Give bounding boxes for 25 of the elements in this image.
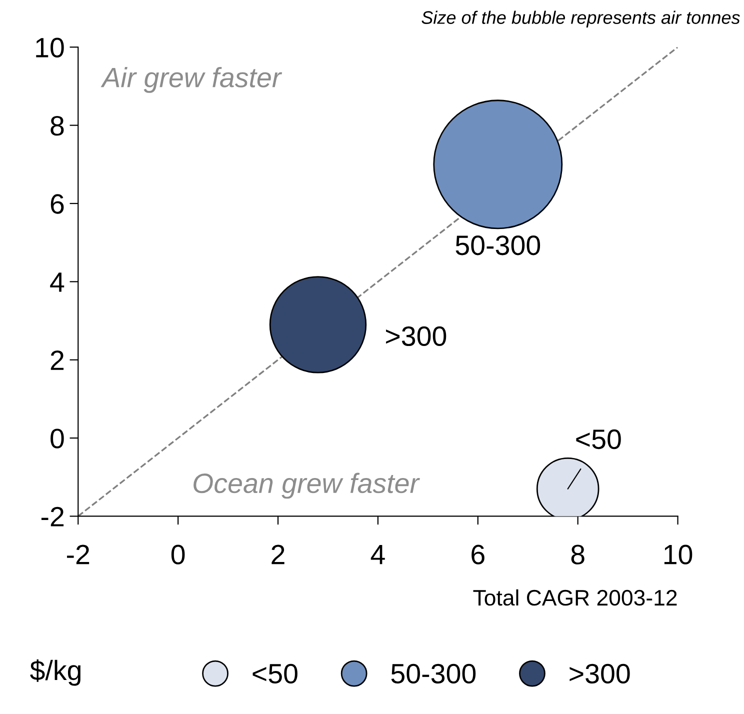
x-tick-label: 4 [370, 545, 385, 564]
x-tick-label: 8 [571, 544, 584, 564]
y-tick-label: 8 [50, 116, 64, 136]
text: Size of the bubble represents air tonnes [422, 10, 740, 28]
text: 50-300 [456, 236, 540, 256]
y-tick-label: 10 [36, 38, 64, 58]
x-tick-label: 2 [272, 544, 284, 564]
x-tick-label: 10 [664, 544, 692, 564]
y-tick-label: 2 [50, 350, 64, 370]
x-tick-label: 6 [472, 544, 484, 564]
annotation: Air grew faster [100, 67, 282, 93]
legend-label: >300 [570, 664, 630, 684]
x-tick-label: 0 [171, 544, 185, 564]
y-tick-label: -2 [41, 506, 64, 526]
y-tick-label: 0 [50, 428, 64, 448]
y-tick-label: 6 [50, 194, 64, 214]
annotation: Ocean grew faster [194, 472, 420, 499]
text: >300 [386, 326, 446, 346]
legend-title: $/kg [30, 659, 80, 686]
x-tick-label: -2 [67, 544, 90, 564]
x-axis-title: Total CAGR 2003-12 [473, 589, 677, 606]
y-tick-label: 4 [50, 272, 64, 292]
legend-label: 50-300 [391, 664, 476, 684]
text: <50 [576, 429, 621, 450]
legend-label: <50 [252, 664, 298, 684]
